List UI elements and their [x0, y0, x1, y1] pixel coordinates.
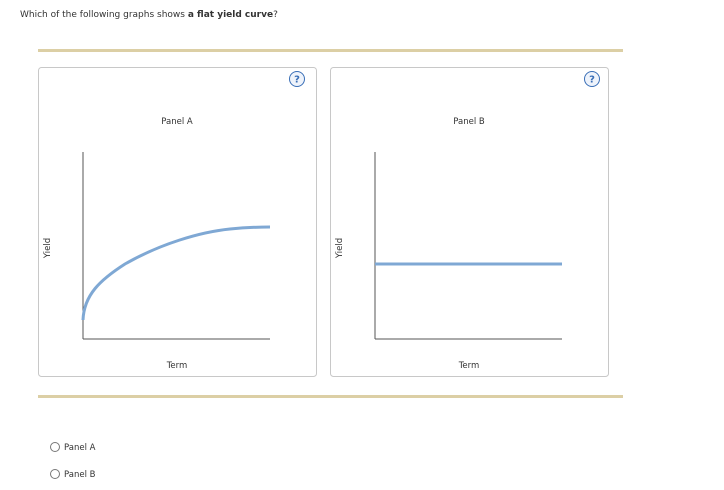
help-label: ? — [294, 75, 300, 86]
panel-title: Panel A — [161, 117, 193, 127]
x-axis-label: Term — [458, 361, 480, 371]
help-circle — [289, 71, 305, 87]
yield-curve — [81, 225, 271, 321]
bottom-rule — [38, 395, 623, 398]
y-axis-label: Yield — [43, 238, 53, 259]
question-end: ? — [273, 10, 278, 20]
y-axis-label: Yield — [335, 238, 345, 259]
x-axis-label: Term — [166, 361, 188, 371]
option-label[interactable]: Panel A — [64, 443, 96, 453]
option-label[interactable]: Panel B — [64, 470, 96, 480]
help-label: ? — [589, 75, 595, 86]
panel-title: Panel B — [453, 117, 485, 127]
panel-frame — [330, 67, 609, 377]
radio[interactable] — [50, 469, 60, 479]
radio[interactable] — [50, 442, 60, 452]
help-button[interactable]: ? — [289, 71, 305, 87]
question-text: Which of the following graphs shows — [20, 10, 188, 20]
question: Which of the following graphs shows a fl… — [20, 10, 278, 20]
top-rule — [38, 49, 623, 52]
option[interactable]: Panel A — [50, 442, 96, 454]
panel-a: ? Panel A Yield Term — [38, 67, 317, 377]
option[interactable]: Panel B — [50, 469, 96, 481]
question-emphasis: a flat yield curve — [188, 10, 273, 20]
panel-b: ? Panel B Yield Term — [330, 67, 609, 377]
panel-frame — [38, 67, 317, 377]
help-circle — [584, 71, 600, 87]
help-button[interactable]: ? — [584, 71, 600, 87]
